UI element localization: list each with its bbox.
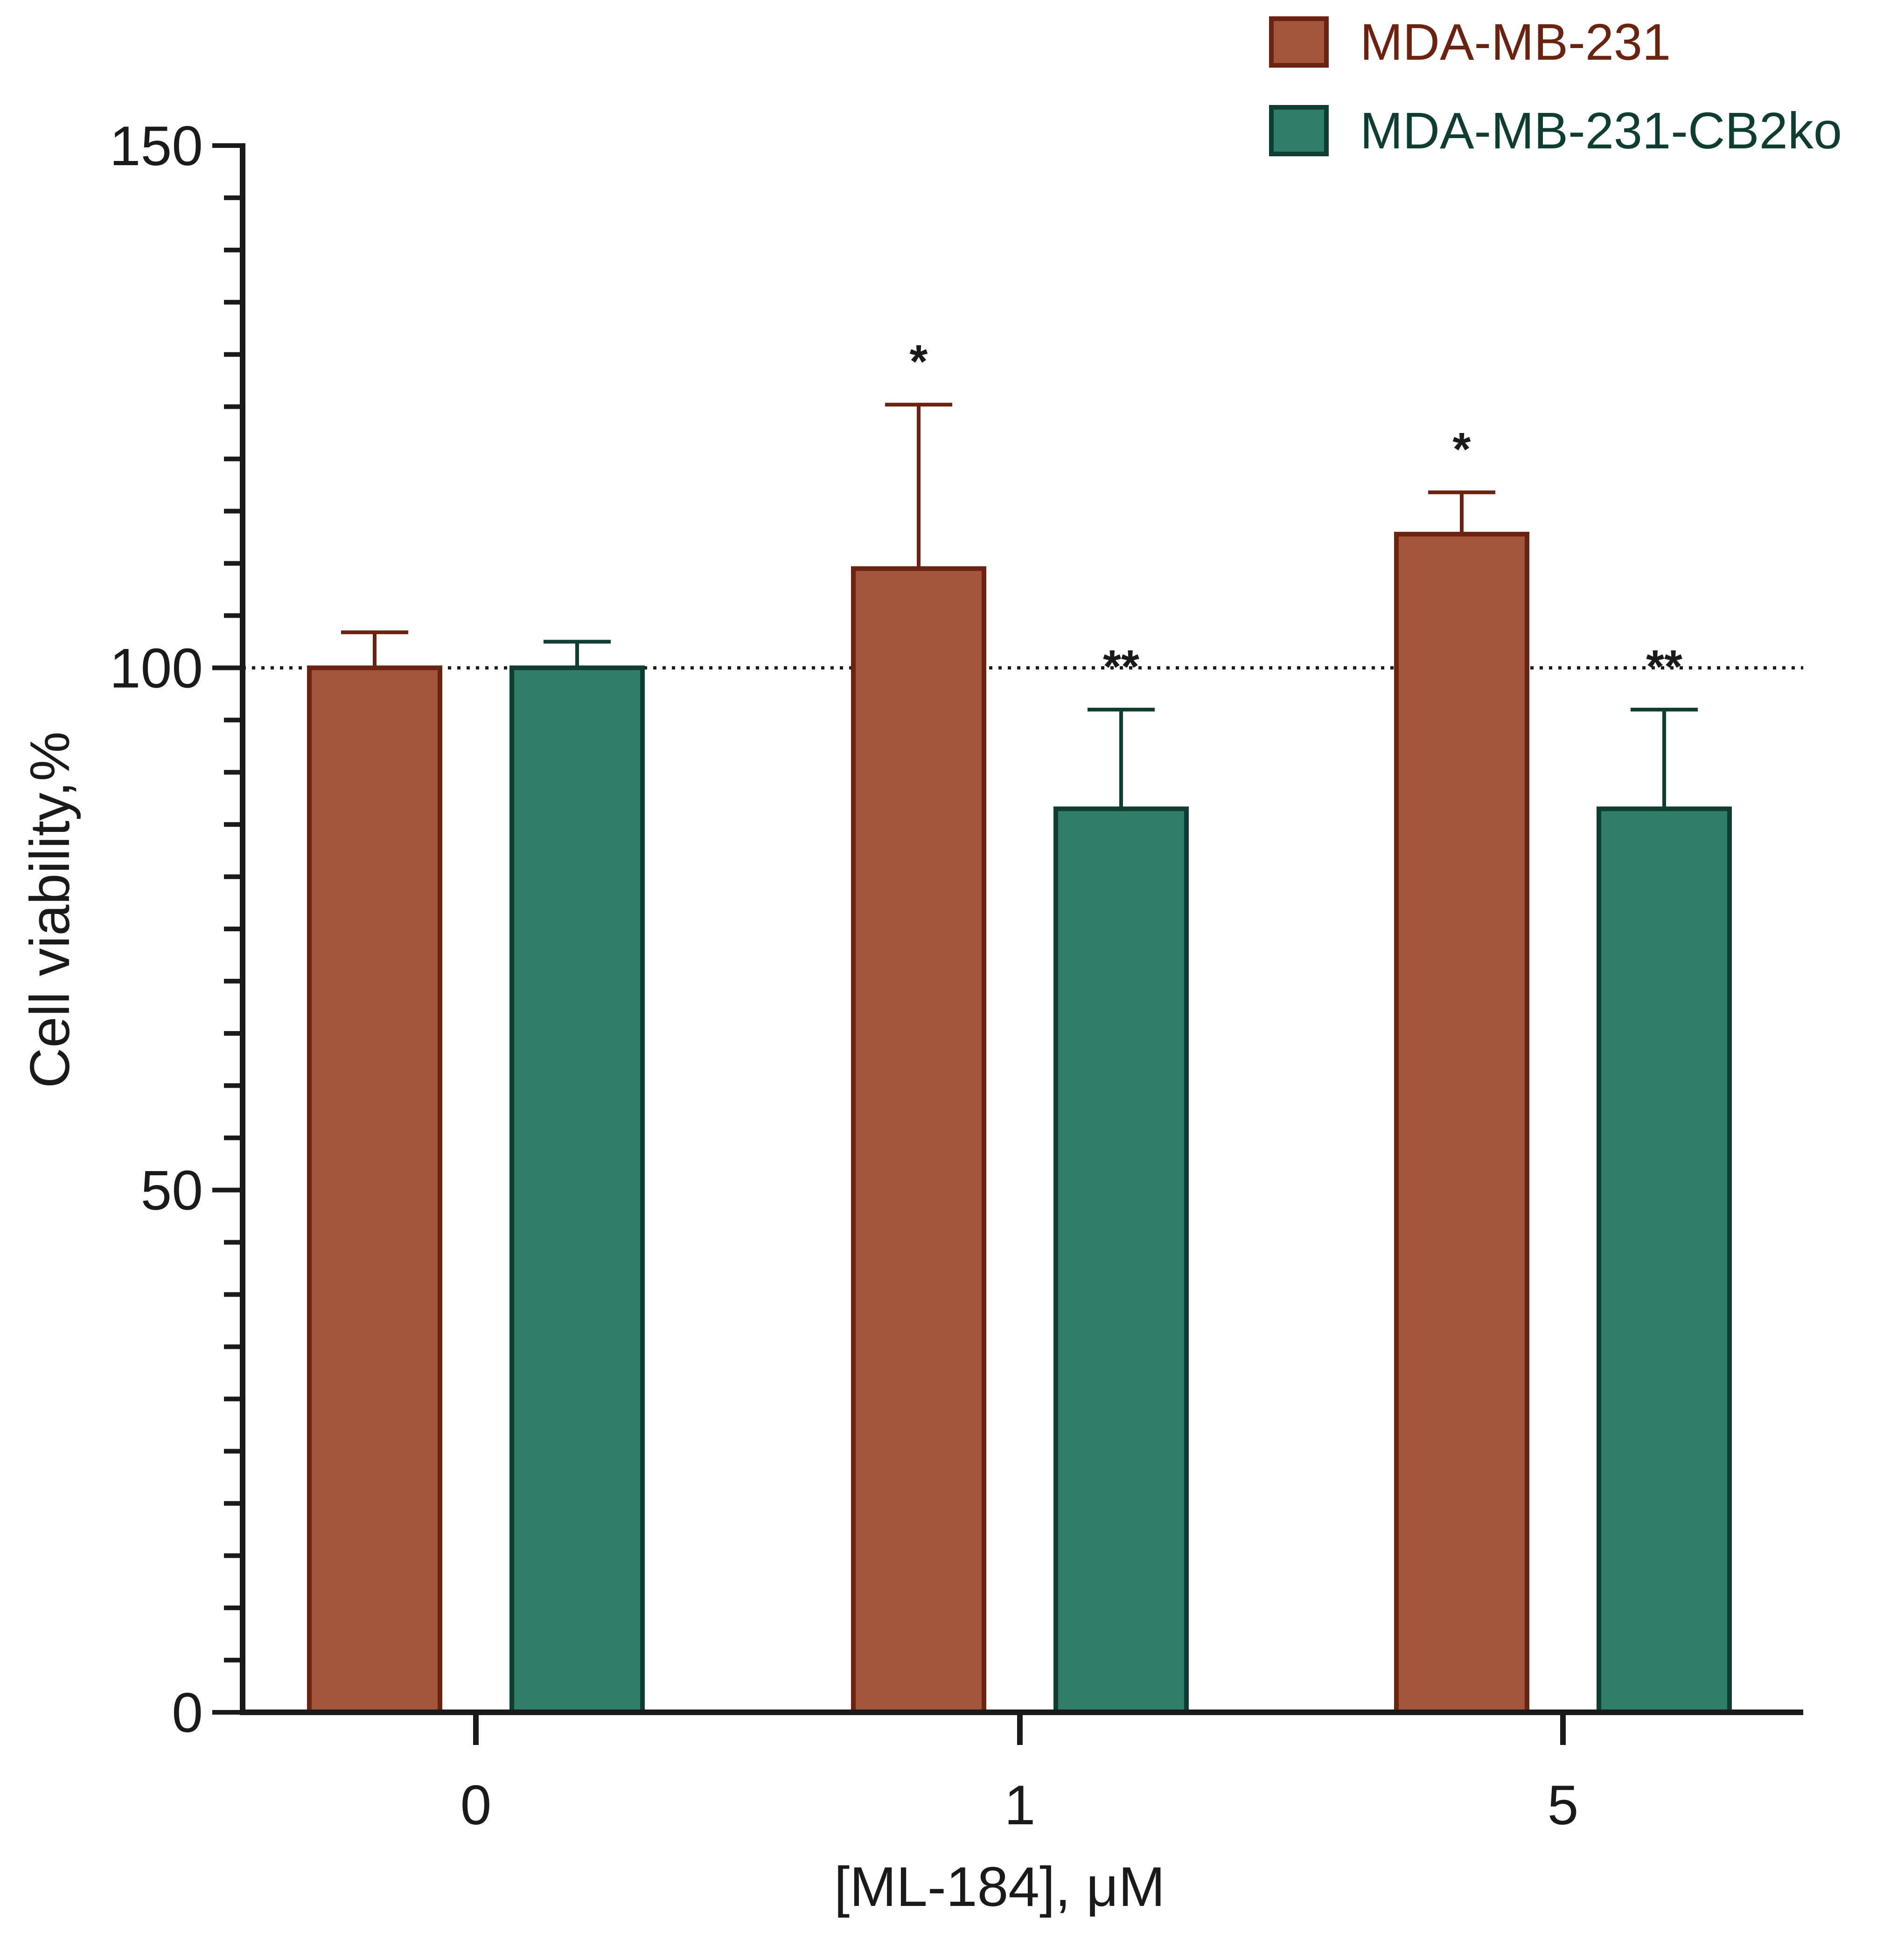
x-tick-label-1: 1	[1004, 1774, 1036, 1836]
ticks-layer: 0 50 100 150 0 1 5	[110, 115, 1579, 1836]
bars-layer: **** **	[307, 335, 1732, 1715]
x-tick-label-0: 0	[460, 1774, 492, 1836]
bar-mda-mb-231-cb2ko-dose-1	[1053, 806, 1189, 1715]
x-tick-label-5: 5	[1548, 1774, 1579, 1836]
legend-swatch-mda-mb-231-cb2ko	[1269, 105, 1329, 156]
axes-layer	[240, 143, 1803, 1715]
y-axis-title: Cell viability,%	[19, 732, 81, 1089]
bar-mda-mb-231-cb2ko-dose-5	[1597, 806, 1732, 1715]
y-tick-label-100: 100	[110, 637, 203, 699]
legend-label-mda-mb-231-cb2ko: MDA-MB-231-CB2ko	[1360, 102, 1842, 160]
legend-label-mda-mb-231: MDA-MB-231	[1360, 14, 1671, 71]
y-tick-label-0: 0	[172, 1682, 203, 1744]
significance-label-mda-mb-231-cb2ko-dose-5: **	[1646, 641, 1682, 693]
bar-mda-mb-231-dose-5	[1394, 531, 1529, 1715]
bar-mda-mb-231-dose-1	[851, 566, 986, 1715]
legend: MDA-MB-231 MDA-MB-231-CB2ko	[1269, 14, 1842, 160]
significance-label-mda-mb-231-cb2ko-dose-1: **	[1103, 641, 1139, 693]
bar-mda-mb-231-cb2ko-dose-0	[509, 665, 645, 1715]
y-tick-label-50: 50	[141, 1159, 203, 1222]
legend-swatch-mda-mb-231	[1269, 16, 1329, 68]
significance-label-mda-mb-231-dose-1: *	[910, 335, 928, 388]
x-axis-title: [ML-184], μM	[834, 1856, 1165, 1918]
significance-label-mda-mb-231-dose-5: *	[1453, 423, 1471, 475]
bar-mda-mb-231-dose-0	[307, 665, 442, 1715]
y-tick-label-150: 150	[110, 115, 203, 177]
